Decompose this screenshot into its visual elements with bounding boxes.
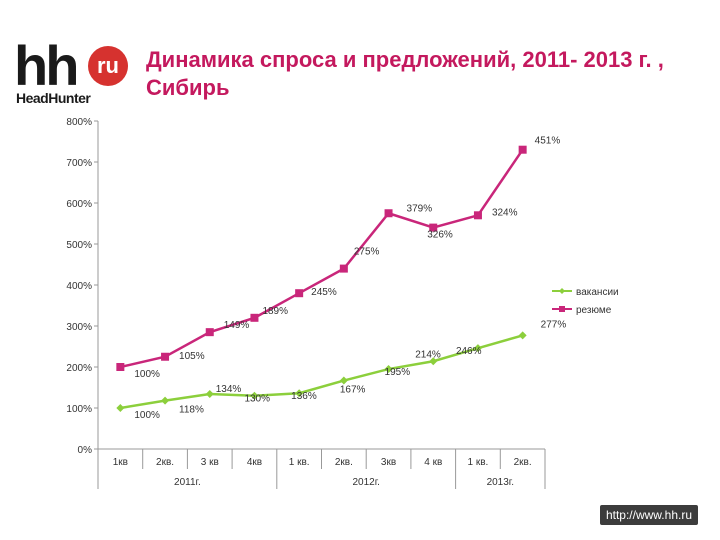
y-tick-label: 600%: [66, 199, 92, 210]
y-tick-label: 500%: [66, 240, 92, 251]
data-label-вакансии: 118%: [179, 405, 204, 416]
data-point-резюме: [473, 211, 482, 220]
logo-badge: ru: [88, 46, 128, 86]
data-label-вакансии: 195%: [385, 367, 411, 378]
y-tick-label: 700%: [66, 158, 92, 169]
data-label-резюме: 275%: [354, 247, 380, 258]
data-label-резюме: 189%: [262, 306, 288, 317]
data-label-вакансии: 136%: [291, 391, 317, 402]
legend-marker: [559, 288, 565, 294]
y-tick-label: 400%: [66, 281, 92, 292]
data-point-резюме: [116, 363, 125, 371]
data-label-резюме: 149%: [224, 320, 250, 331]
data-label-резюме: 379%: [407, 203, 433, 214]
footer-url[interactable]: http://www.hh.ru: [599, 505, 698, 525]
x-tick-label: 3кв: [381, 457, 396, 468]
data-point-вакансии: [205, 390, 214, 399]
group-label: 2013г.: [487, 477, 514, 488]
x-tick-label: 2кв.: [156, 457, 174, 468]
data-point-вакансии: [518, 331, 527, 340]
y-tick-label: 800%: [66, 117, 92, 128]
legend-label: резюме: [576, 305, 612, 316]
slide-title: Динамика спроса и предложений, 2011- 201…: [146, 47, 664, 100]
headhunter-logo: hh ru HeadHunter: [14, 38, 134, 106]
x-tick-label: 2кв.: [514, 457, 532, 468]
data-point-резюме: [161, 352, 170, 361]
data-label-вакансии: 277%: [541, 319, 567, 330]
data-point-вакансии: [384, 365, 393, 374]
y-tick-label: 100%: [66, 404, 92, 415]
y-tick-label: 200%: [66, 363, 92, 374]
data-label-резюме: 105%: [179, 351, 205, 362]
data-point-резюме: [429, 223, 438, 232]
data-label-резюме: 451%: [535, 136, 561, 147]
data-point-вакансии: [161, 396, 170, 405]
data-point-резюме: [250, 313, 259, 322]
group-label: 2012г.: [352, 477, 379, 488]
y-tick-label: 0%: [78, 445, 93, 456]
data-label-резюме: 326%: [427, 230, 453, 241]
data-label-вакансии: 100%: [134, 410, 160, 421]
data-point-резюме: [205, 328, 214, 337]
data-label-вакансии: 246%: [456, 346, 482, 357]
legend-marker: [559, 306, 565, 312]
y-tick-label: 300%: [66, 322, 92, 333]
series-line-вакансии: [120, 334, 523, 410]
data-point-резюме: [295, 289, 304, 298]
data-label-резюме: 100%: [134, 369, 160, 380]
data-point-резюме: [384, 209, 393, 218]
data-point-вакансии: [250, 391, 259, 400]
x-tick-label: 3 кв: [201, 457, 219, 468]
data-point-вакансии: [295, 389, 304, 398]
data-point-резюме: [518, 145, 527, 154]
x-tick-label: 1 кв.: [289, 457, 310, 468]
x-tick-label: 1 кв.: [468, 457, 489, 468]
data-label-резюме: 245%: [311, 287, 337, 298]
legend-label: вакансии: [576, 287, 619, 298]
data-label-вакансии: 214%: [415, 349, 441, 360]
data-point-вакансии: [473, 344, 482, 353]
data-label-резюме: 324%: [492, 207, 518, 218]
series-line-резюме: [120, 148, 524, 369]
data-point-резюме: [339, 264, 348, 273]
logo-name: HeadHunter: [16, 90, 91, 106]
x-tick-label: 2кв.: [335, 457, 353, 468]
data-label-вакансии: 130%: [244, 394, 270, 405]
data-point-вакансии: [339, 376, 348, 385]
x-tick-label: 1кв: [113, 457, 128, 468]
x-tick-label: 4кв: [247, 457, 262, 468]
data-point-вакансии: [116, 404, 125, 412]
data-label-вакансии: 167%: [340, 385, 366, 396]
group-label: 2011г.: [174, 477, 201, 488]
data-point-вакансии: [429, 357, 438, 366]
x-tick-label: 4 кв: [424, 457, 442, 468]
logo-mark: hh: [14, 34, 79, 97]
data-label-вакансии: 134%: [216, 384, 242, 395]
